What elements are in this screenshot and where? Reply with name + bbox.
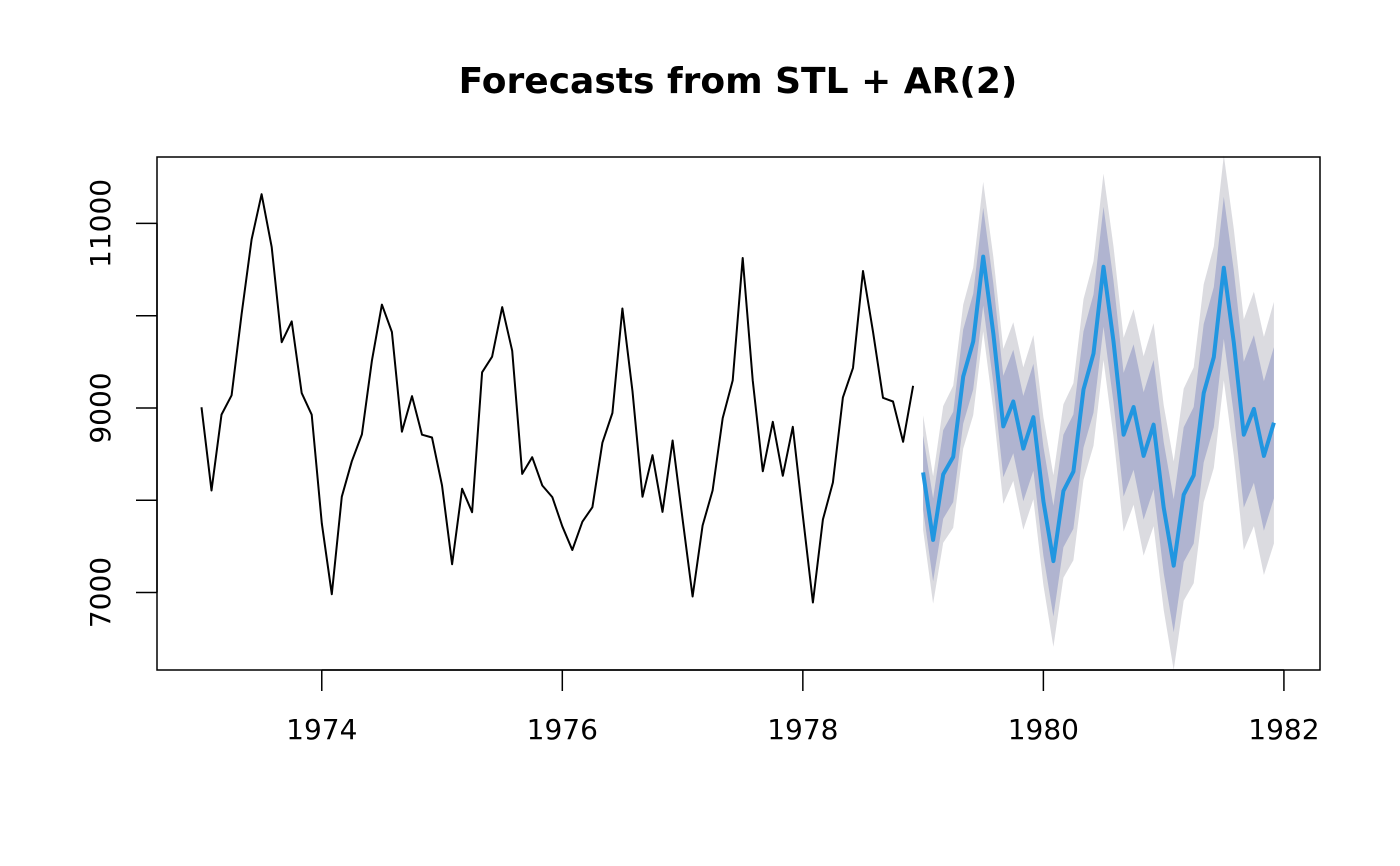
x-tick-label: 1982 [1248, 713, 1319, 746]
y-tick-label: 9000 [84, 372, 117, 443]
x-tick-label: 1974 [286, 713, 357, 746]
x-tick-label: 1978 [767, 713, 838, 746]
prediction-interval-80-band [923, 196, 1274, 633]
y-axis: 7000 9000 11000 [84, 179, 158, 628]
x-tick-label: 1980 [1008, 713, 1079, 746]
chart-title: Forecasts from STL + AR(2) [459, 61, 1018, 102]
x-axis: 1974 1976 1978 1980 1982 [286, 669, 1320, 746]
forecast-line [921, 254, 1276, 568]
x-tick-label: 1976 [527, 713, 598, 746]
history-series-layer [200, 193, 915, 604]
prediction-interval-80-layer [923, 196, 1274, 633]
y-tick-label: 7000 [84, 557, 117, 628]
forecast-series-layer [921, 254, 1276, 568]
y-tick-label: 11000 [84, 179, 117, 268]
history-line [200, 193, 915, 604]
